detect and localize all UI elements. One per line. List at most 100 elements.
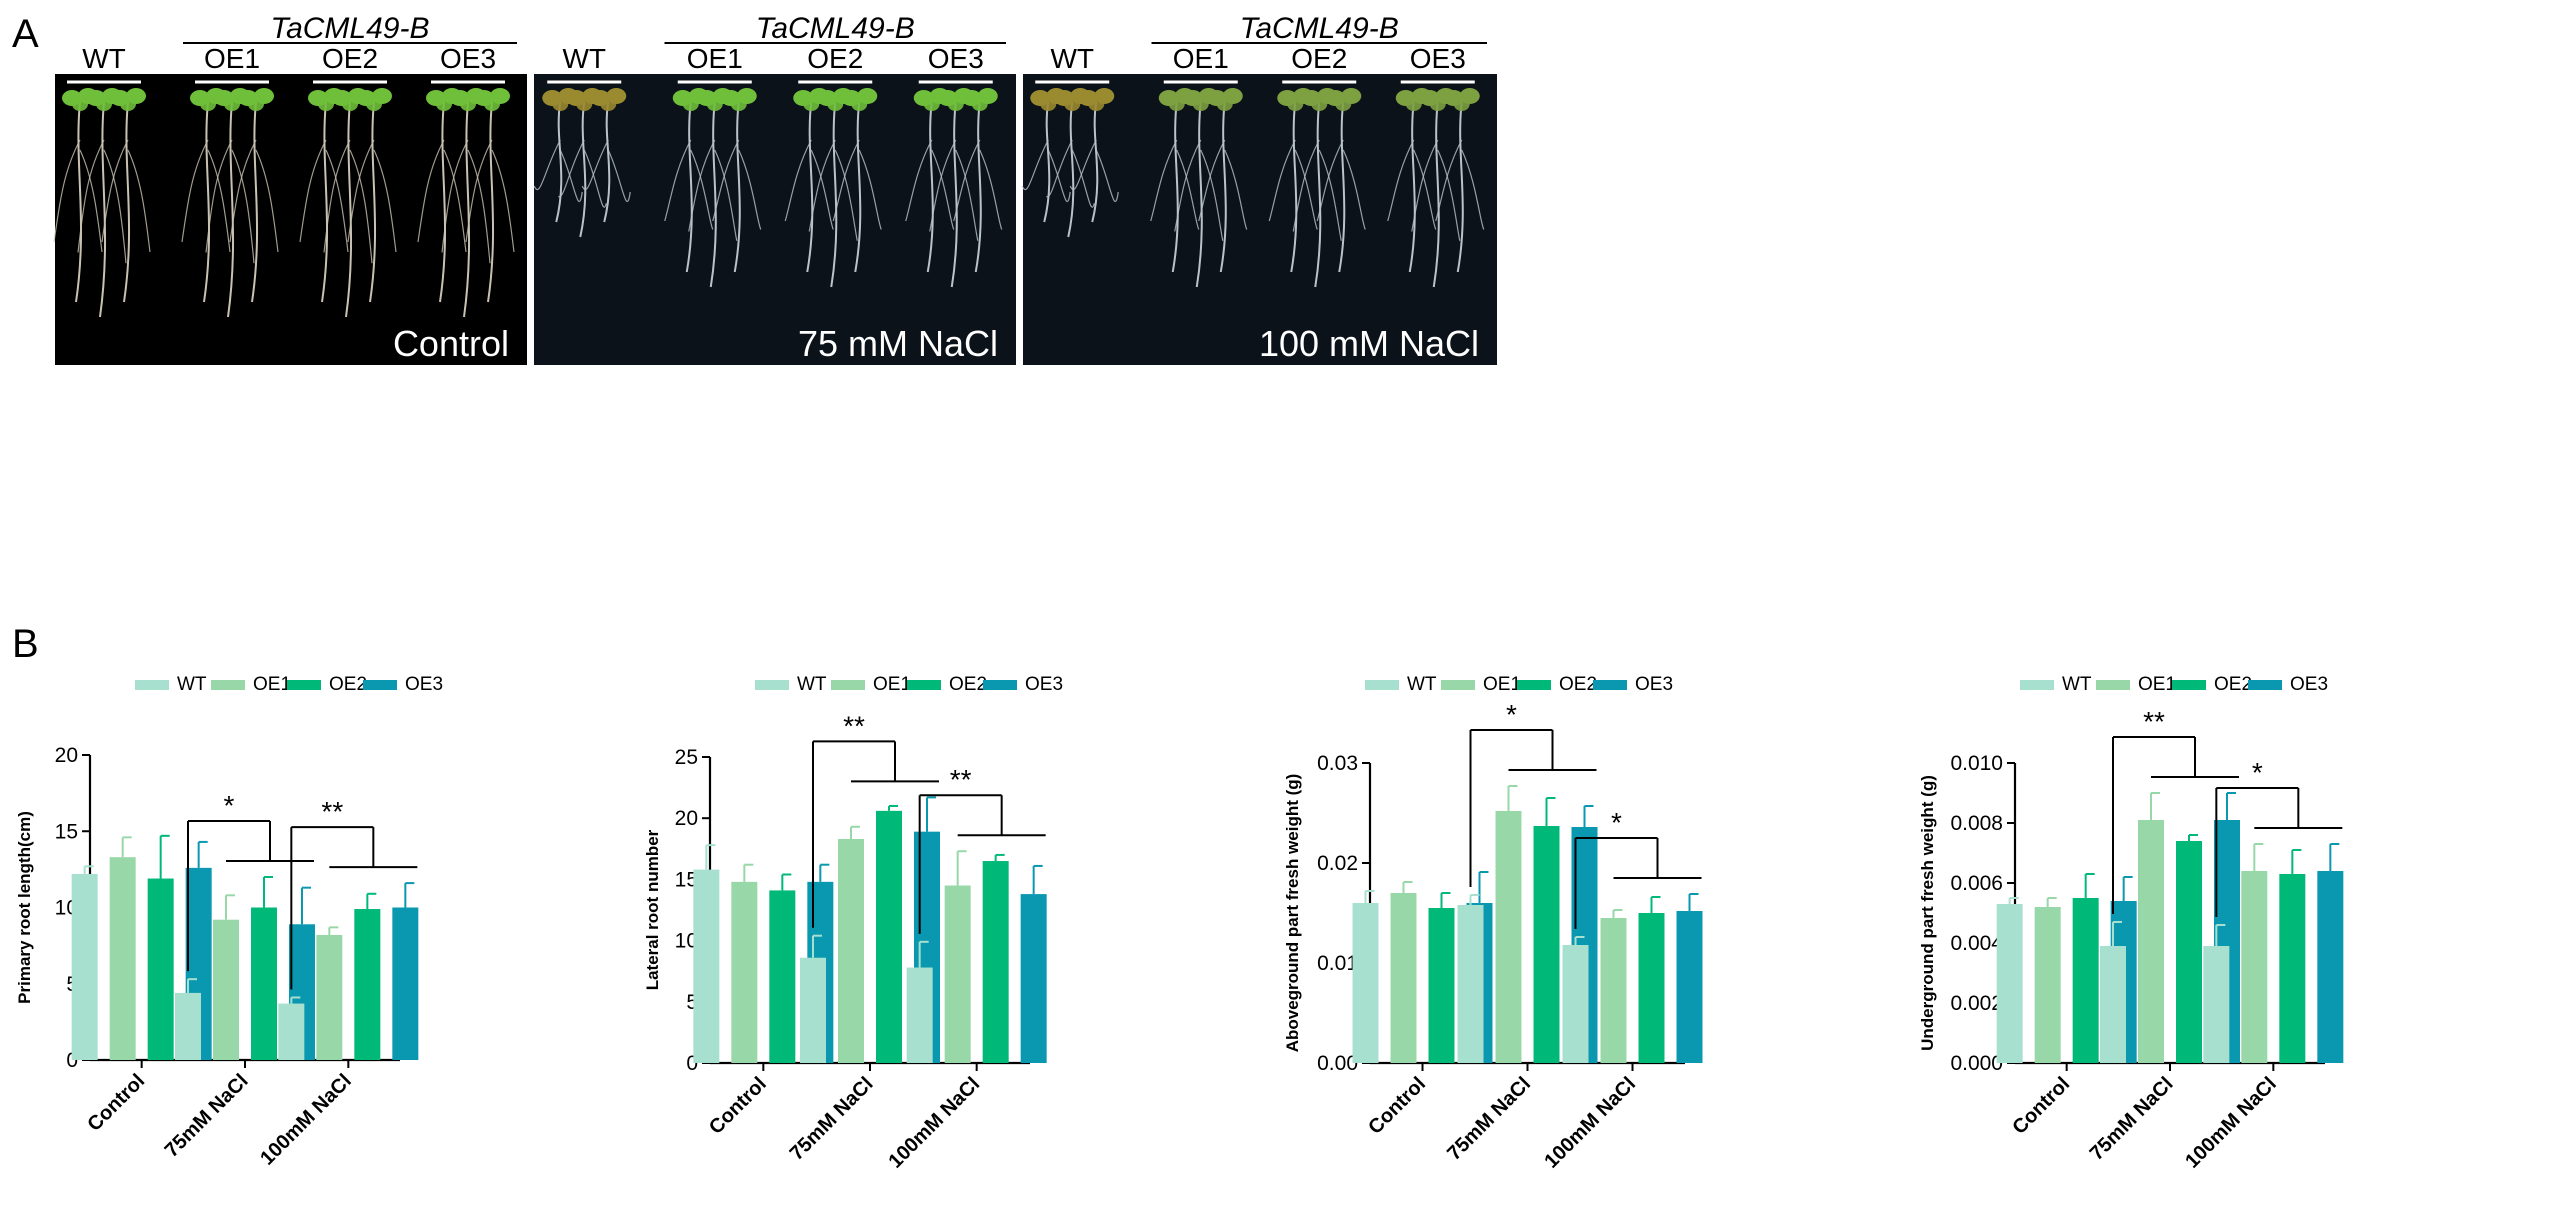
panel-label-b: B — [12, 622, 39, 666]
leaf — [342, 97, 358, 111]
bar-oe2 — [1638, 913, 1665, 1063]
y-tick-label: 0 — [66, 1049, 78, 1072]
lateral-root — [1200, 149, 1224, 241]
x-tick-label: 100mM NaCl — [1540, 1073, 1640, 1173]
genotype-label: OE1 — [1173, 43, 1229, 74]
lateral-root — [1387, 139, 1415, 222]
leaf — [827, 97, 844, 111]
bar-oe1 — [213, 919, 239, 1060]
root — [685, 101, 693, 273]
photo-panel-1: WT OE1 OE2 OE3 TaCML49-B Control — [53, 12, 527, 365]
lateral-root — [1316, 139, 1344, 222]
photo-panel-2: WT OE1 OE2 OE3 TaCML49-B 75 mM NaCl — [533, 12, 1016, 365]
y-axis-label: Lateral root number — [643, 829, 662, 990]
legend-swatch-oe1 — [211, 680, 245, 690]
genotype-label: WT — [1050, 43, 1094, 74]
y-tick-label: 5 — [686, 991, 698, 1014]
lateral-root — [808, 139, 836, 232]
root — [1338, 101, 1346, 273]
legend-label: OE3 — [405, 674, 443, 695]
root — [1043, 101, 1051, 223]
photo-background — [534, 74, 1016, 365]
legend-swatch-oe2 — [1517, 680, 1551, 690]
root — [709, 101, 717, 288]
root — [830, 101, 838, 288]
legend-swatch-oe3 — [1593, 680, 1627, 690]
legend: WT OE1 OE2 OE3 — [2020, 674, 2328, 695]
legend-label: WT — [177, 674, 207, 695]
significance-label: ** — [2143, 706, 2165, 737]
lateral-root — [979, 149, 1003, 230]
y-tick-label: 15 — [55, 820, 78, 843]
y-tick-label: 15 — [675, 868, 698, 891]
lateral-root — [1095, 149, 1119, 202]
significance-bracket: ** — [918, 764, 1046, 934]
bar-wt — [693, 869, 720, 1063]
lateral-root — [103, 149, 127, 264]
significance-label: * — [1611, 807, 1622, 838]
legend-swatch-wt — [2020, 680, 2054, 690]
leaf — [706, 97, 723, 111]
leaf — [947, 97, 964, 111]
leaf — [318, 97, 334, 111]
lateral-root — [1069, 139, 1097, 190]
lateral-root — [784, 139, 812, 222]
leaf — [1192, 97, 1209, 111]
leaf — [1429, 97, 1446, 111]
x-tick-label: 100mM NaCl — [885, 1073, 985, 1173]
x-tick-label: Control — [83, 1070, 149, 1136]
lateral-root — [299, 139, 327, 243]
genotype-label: OE3 — [440, 43, 496, 74]
root — [1171, 101, 1179, 273]
lateral-root — [1198, 139, 1226, 222]
legend-label: WT — [1407, 674, 1437, 695]
significance-label: ** — [950, 764, 972, 795]
root — [926, 101, 934, 273]
bar-oe1 — [2138, 820, 2164, 1063]
root — [203, 101, 211, 303]
y-tick-label: 0.010 — [1950, 752, 2003, 775]
bar-wt — [2100, 946, 2126, 1063]
y-axis-label: Primary root length(cm) — [15, 811, 34, 1004]
lateral-root — [205, 139, 233, 253]
legend-swatch-oe2 — [907, 680, 941, 690]
y-axis-label: Underground part fresh weight (g) — [1918, 775, 1937, 1051]
legend-swatch-oe2 — [2172, 680, 2206, 690]
leaf — [682, 97, 699, 111]
significance-bracket: * — [1469, 699, 1597, 887]
significance-bracket: ** — [2112, 706, 2239, 914]
y-tick-label: 0.02 — [1317, 852, 1358, 875]
root — [579, 101, 587, 238]
transgene-label: TaCML49-B — [756, 12, 915, 45]
lateral-root — [1045, 139, 1073, 198]
y-tick-label: 0.004 — [1950, 932, 2003, 955]
x-tick-label: 100mM NaCl — [2181, 1073, 2281, 1173]
lateral-root — [955, 149, 979, 241]
bar-wt — [71, 873, 98, 1060]
bar-wt — [1996, 904, 2023, 1063]
lateral-root — [349, 149, 373, 264]
bar-oe2 — [2072, 898, 2099, 1063]
bar-oe1 — [944, 885, 971, 1063]
legend-label: WT — [797, 674, 827, 695]
genotype-label: OE2 — [807, 43, 863, 74]
root — [1290, 101, 1298, 273]
root — [733, 101, 741, 273]
lateral-root — [1318, 149, 1342, 241]
lateral-root — [583, 149, 607, 208]
photo-background — [55, 74, 527, 365]
root — [1408, 101, 1416, 273]
lateral-root — [181, 139, 209, 243]
significance-bracket: ** — [812, 710, 939, 928]
lateral-root — [1150, 139, 1178, 222]
lateral-root — [1174, 139, 1202, 232]
lateral-root — [832, 139, 860, 222]
leaf — [576, 97, 593, 111]
lateral-root — [1268, 139, 1296, 222]
legend-label: OE2 — [2214, 674, 2252, 695]
y-tick-label: 0 — [686, 1052, 698, 1075]
bar-oe1 — [2034, 907, 2061, 1063]
root — [251, 101, 259, 303]
lateral-root — [417, 139, 445, 243]
y-tick-label: 0.03 — [1317, 752, 1358, 775]
